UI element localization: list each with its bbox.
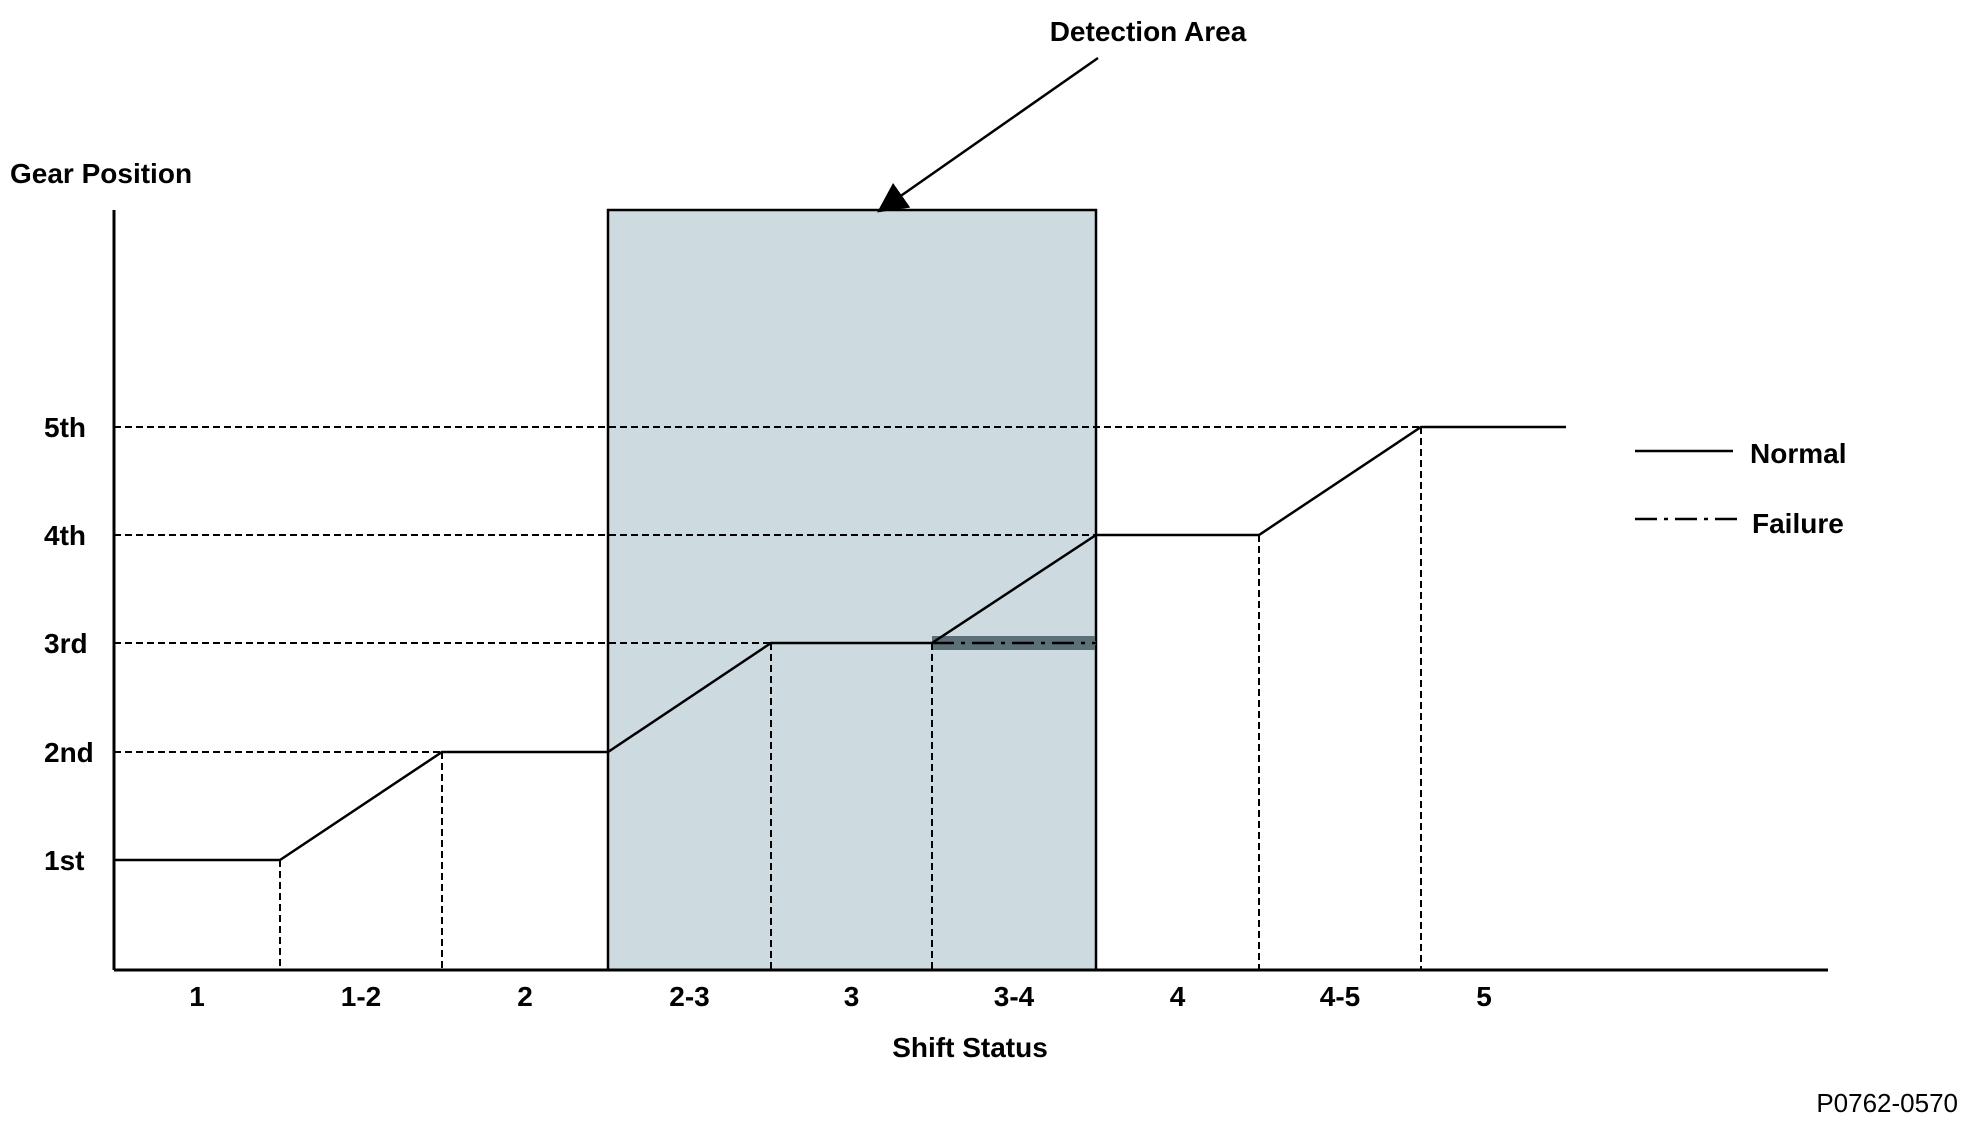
y-tick-label: 3rd xyxy=(44,628,88,659)
x-tick-label: 5 xyxy=(1476,981,1492,1012)
legend-failure-label: Failure xyxy=(1752,508,1844,539)
y-tick-labels: 1st 2nd 3rd 4th 5th xyxy=(44,412,94,876)
x-tick-label: 3-4 xyxy=(994,981,1035,1012)
x-tick-label: 3 xyxy=(844,981,860,1012)
legend: Normal Failure xyxy=(1635,438,1846,539)
x-tick-label: 4 xyxy=(1170,981,1186,1012)
legend-normal-label: Normal xyxy=(1750,438,1846,469)
y-tick-label: 4th xyxy=(44,520,86,551)
y-tick-label: 1st xyxy=(44,845,84,876)
x-tick-labels: 1 1-2 2 2-3 3 3-4 4 4-5 5 xyxy=(189,981,1492,1012)
detection-area-arrow xyxy=(877,56,1099,213)
normal-series-line xyxy=(114,425,1566,862)
x-tick-label: 2-3 xyxy=(669,981,709,1012)
x-tick-label: 4-5 xyxy=(1320,981,1360,1012)
y-tick-label: 2nd xyxy=(44,737,94,768)
figure-id: P0762-0570 xyxy=(1816,1088,1958,1118)
x-tick-label: 1-2 xyxy=(341,981,381,1012)
x-axis-title: Shift Status xyxy=(892,1032,1048,1063)
guide-lines xyxy=(114,426,1422,970)
detection-area-label: Detection Area xyxy=(1050,16,1247,47)
x-tick-label: 2 xyxy=(517,981,533,1012)
y-tick-label: 5th xyxy=(44,412,86,443)
x-tick-label: 1 xyxy=(189,981,205,1012)
y-axis-title: Gear Position xyxy=(10,158,192,189)
detection-area-box xyxy=(606,208,1098,972)
